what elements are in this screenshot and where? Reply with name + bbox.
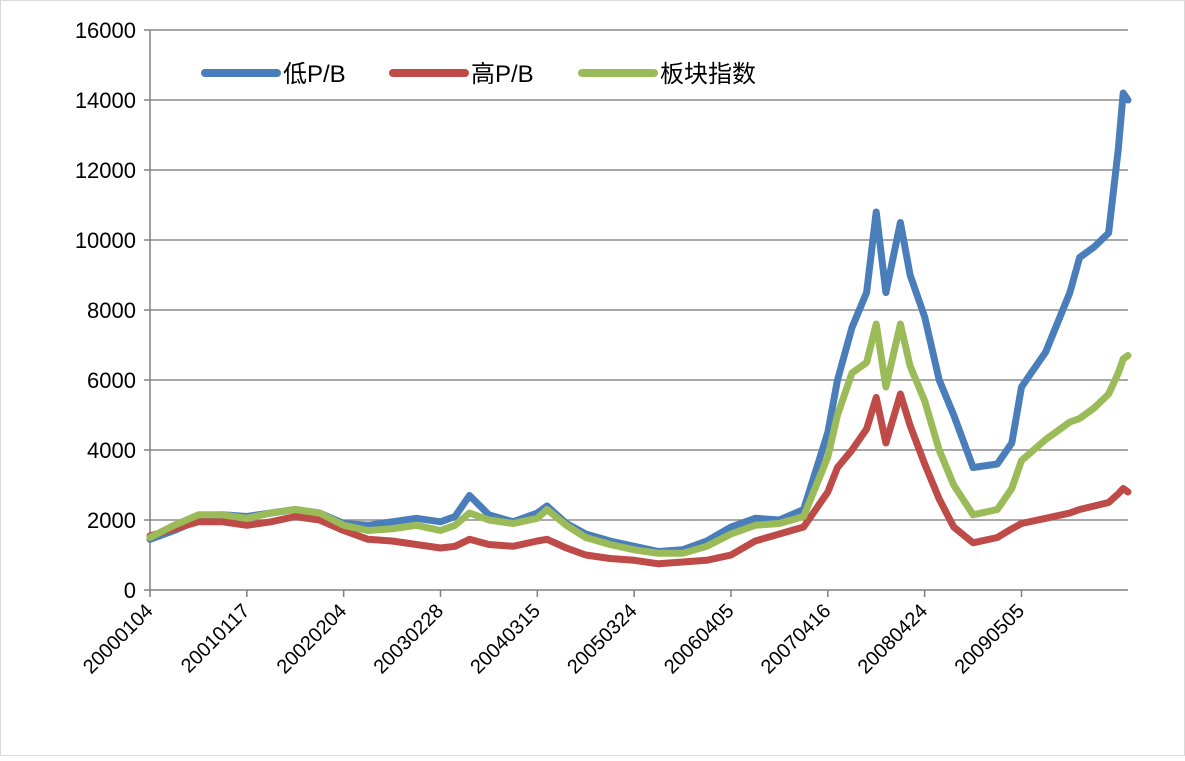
y-tick-label: 8000: [87, 298, 136, 323]
y-tick-label: 6000: [87, 368, 136, 393]
legend: 低P/B 高P/B 板块指数: [201, 61, 756, 88]
legend-label-1: 低P/B: [283, 61, 346, 88]
y-tick-label: 0: [124, 578, 136, 603]
y-tick-label: 16000: [75, 18, 136, 43]
series-line-1: [146, 89, 1132, 555]
y-tick-label: 2000: [87, 508, 136, 533]
series-layer: [146, 89, 1132, 568]
series-line-3: [146, 320, 1132, 557]
legend-label-3: 板块指数: [660, 61, 756, 88]
legend-label-2: 高P/B: [471, 61, 534, 88]
y-tick-label: 14000: [75, 88, 136, 113]
y-tick-label: 12000: [75, 158, 136, 183]
y-tick-label: 10000: [75, 228, 136, 253]
y-tick-label: 4000: [87, 438, 136, 463]
series-line-2: [146, 390, 1132, 568]
